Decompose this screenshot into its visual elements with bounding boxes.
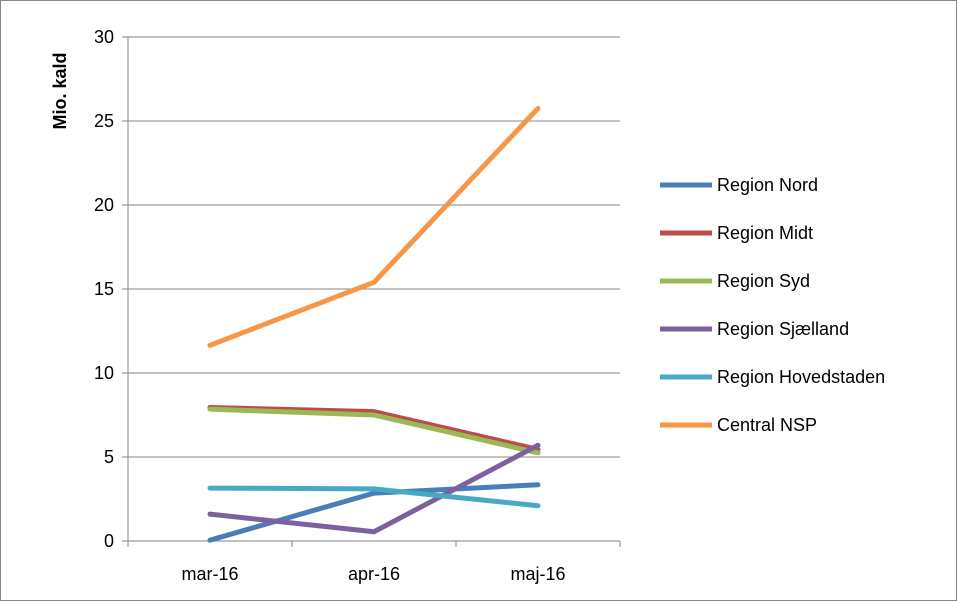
legend-label: Region Hovedstaden	[717, 367, 885, 387]
x-tick-label: apr-16	[348, 564, 400, 584]
legend-label: Region Midt	[717, 223, 813, 243]
x-tick-label: maj-16	[510, 564, 565, 584]
series-line	[207, 105, 541, 348]
y-tick-label: 15	[94, 279, 114, 299]
legend-label: Region Sjælland	[717, 319, 849, 339]
series-lines	[207, 105, 541, 543]
y-tick-label: 20	[94, 195, 114, 215]
series-line	[207, 406, 541, 456]
gridlines	[128, 36, 620, 458]
y-axis-title: Mio. kald	[50, 52, 70, 129]
y-tick-label: 25	[94, 111, 114, 131]
x-tick-label: mar-16	[181, 564, 238, 584]
y-tick-label: 30	[94, 27, 114, 47]
legend-label: Region Syd	[717, 271, 810, 291]
legend-label: Central NSP	[717, 415, 817, 435]
legend: Region Nord Region Midt Region Syd Region S…	[660, 175, 885, 435]
y-tick-label: 10	[94, 363, 114, 383]
series-line	[207, 485, 541, 509]
axes: 0 5 10 15 20 25 30 mar-16 apr-16 maj-16	[94, 27, 621, 584]
y-tick-label: 0	[104, 531, 114, 551]
legend-label: Region Nord	[717, 175, 818, 195]
y-tick-label: 5	[104, 447, 114, 467]
